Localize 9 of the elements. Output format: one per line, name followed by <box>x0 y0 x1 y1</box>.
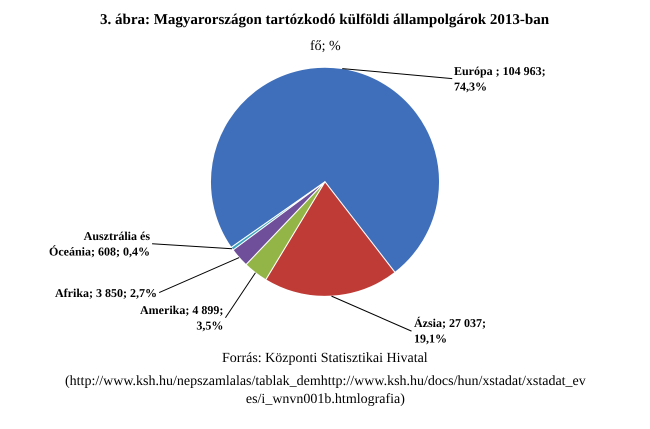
chart-subtitle: fő; % <box>310 39 342 54</box>
chart-title: 3. ábra: Magyarországon tartózkodó külföldi állampolgárok 2013-ban <box>100 12 550 28</box>
slice-label: Afrika; 3 850; 2,7% <box>55 286 157 300</box>
slice-label: Európa ; 104 963; 74,3% <box>454 64 546 94</box>
slice-label: Amerika; 4 899; 3,5% <box>140 303 224 333</box>
text: (http://www.ksh.hu/nepszamlalas/tablak_demhttp://www.ksh.hu/docs/hun/xstadat/xstadat_ev es/i_wnvn001b.htmlografia) <box>65 374 586 408</box>
text: Forrás: Központi Statisztikai Hivatal <box>222 351 428 366</box>
slice-label: Ausztrália és Óceánia; 608; 0,4% <box>49 229 150 259</box>
slice-label: Ázsia; 27 037; 19,1% <box>414 316 486 346</box>
